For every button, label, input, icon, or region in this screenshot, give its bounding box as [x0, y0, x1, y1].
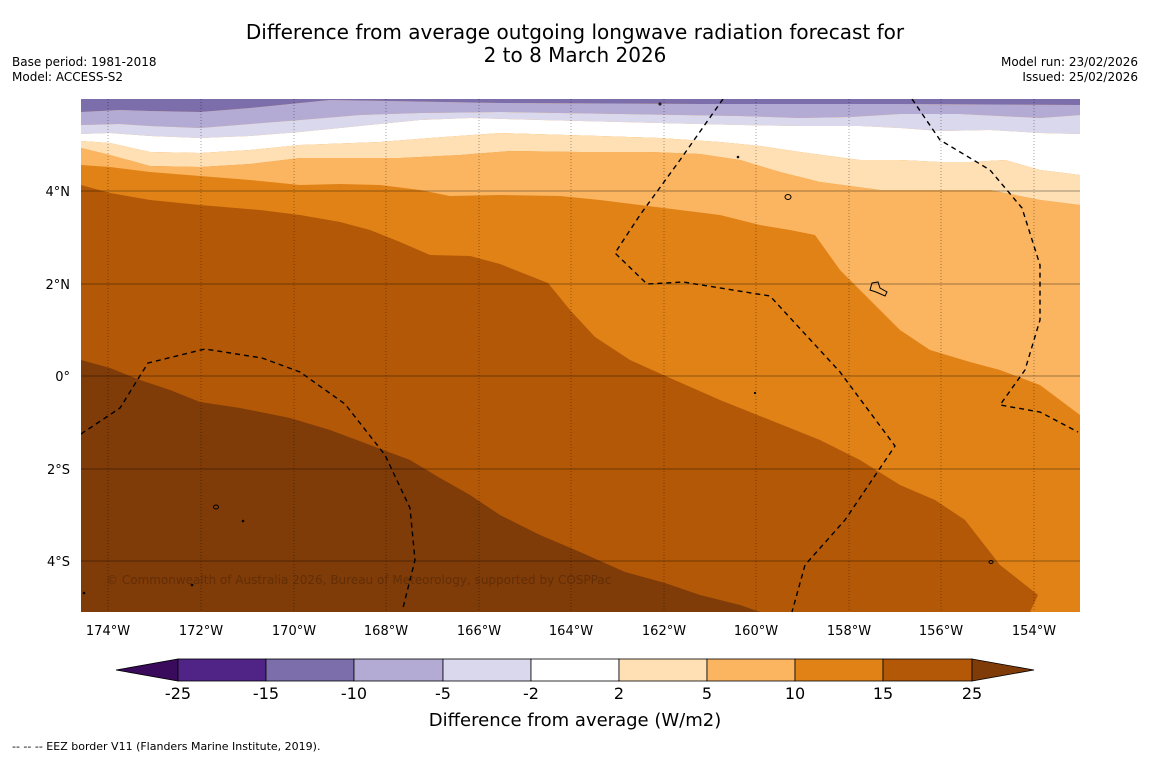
- lon-tick-label: 158°W: [827, 624, 871, 639]
- lon-tick-label: 166°W: [457, 624, 501, 639]
- island-outline: [753, 391, 757, 395]
- eez-footnote: -- -- -- EEZ border V11 (Flanders Marine…: [12, 740, 321, 753]
- graticule: [81, 99, 1080, 612]
- copyright-notice: © Commonwealth of Australia 2026, Bureau…: [106, 573, 611, 587]
- colorbar-tick-label: 15: [873, 684, 893, 703]
- lon-tick-label: 170°W: [272, 624, 316, 639]
- colorbar-segment: [265, 658, 355, 682]
- lat-tick-label: 2°S: [47, 463, 70, 478]
- colorbar-segment: [530, 658, 620, 682]
- island-outline: [784, 194, 792, 200]
- shaded-field-above-25: [81, 360, 760, 612]
- island-outline: [869, 281, 888, 297]
- chart-title-line-1: Difference from average outgoing longwav…: [245, 20, 905, 44]
- colorbar-tick-label: 2: [614, 684, 624, 703]
- island-outline: [82, 591, 86, 595]
- lon-tick-label: 174°W: [86, 624, 130, 639]
- colorbar: [115, 658, 1035, 682]
- model-run-label: Model run: 23/02/2026: [1000, 55, 1138, 69]
- latitude-axis: 4°N 2°N 0° 2°S 4°S: [46, 185, 71, 570]
- map-area: © Commonwealth of Australia 2026, Bureau…: [81, 99, 1080, 612]
- lat-tick-label: 4°S: [47, 555, 70, 570]
- model-label: Model: ACCESS-S2: [12, 70, 124, 84]
- island-outline: [213, 504, 219, 510]
- issued-label: Issued: 25/02/2026: [1022, 70, 1138, 84]
- map-figure: © Commonwealth of Australia 2026, Bureau…: [46, 99, 1080, 731]
- shaded-field-minus2-plus2: [81, 118, 1080, 175]
- colorbar-tick-label: 5: [702, 684, 712, 703]
- island-outline: [736, 155, 740, 159]
- colorbar-segment: [442, 658, 532, 682]
- lon-tick-label: 162°W: [642, 624, 686, 639]
- longitude-axis: 174°W 172°W 170°W 168°W 166°W 164°W 162°…: [86, 624, 1056, 639]
- colorbar-segment: [706, 658, 796, 682]
- island-outline: [190, 583, 194, 587]
- eez-border-central: [614, 99, 896, 612]
- colorbar-segment: [882, 658, 973, 682]
- lon-tick-label: 156°W: [919, 624, 963, 639]
- eez-border-west: [81, 348, 416, 609]
- shaded-field-minus10-minus5: [81, 100, 1080, 128]
- lat-tick-label: 4°N: [46, 185, 71, 200]
- shaded-field-minus15-minus10: [81, 99, 1080, 112]
- chart-title-line-2: 2 to 8 March 2026: [483, 43, 667, 67]
- islands: [82, 102, 994, 595]
- colorbar-extend-min: [115, 658, 179, 682]
- colorbar-segment: [353, 658, 444, 682]
- colorbar-tick-label: -2: [523, 684, 539, 703]
- shaded-field-minus5-minus2: [81, 112, 1080, 138]
- lat-tick-label: 0°: [55, 370, 70, 385]
- shaded-field-5-10: [81, 148, 1080, 415]
- colorbar-segment: [794, 658, 884, 682]
- eez-border-east: [911, 99, 1079, 433]
- colorbar-tick-label: -10: [341, 684, 367, 703]
- lon-tick-label: 160°W: [734, 624, 778, 639]
- island-outline: [988, 560, 994, 564]
- colorbar-tick-label: -15: [253, 684, 279, 703]
- lon-tick-label: 168°W: [364, 624, 408, 639]
- colorbar-tick-label: -25: [165, 684, 191, 703]
- island-outline: [241, 519, 245, 523]
- lon-tick-label: 154°W: [1012, 624, 1056, 639]
- lat-tick-label: 2°N: [46, 278, 71, 293]
- colorbar-title: Difference from average (W/m2): [429, 710, 721, 731]
- lon-tick-label: 164°W: [549, 624, 593, 639]
- colorbar-segment: [618, 658, 708, 682]
- colorbar-tick-label: 10: [785, 684, 805, 703]
- colorbar-ticks: -25 -15 -10 -5 -2 2 5 10 15 25: [165, 684, 982, 703]
- colorbar-tick-label: 25: [962, 684, 982, 703]
- colorbar-segment: [177, 658, 267, 682]
- lon-tick-label: 172°W: [179, 624, 223, 639]
- colorbar-tick-label: -5: [435, 684, 451, 703]
- colorbar-extend-max: [971, 658, 1035, 682]
- base-period-label: Base period: 1981-2018: [12, 55, 157, 69]
- shaded-field-2-5: [81, 133, 1080, 205]
- island-outline: [658, 102, 662, 106]
- eez-borders: [81, 99, 1079, 612]
